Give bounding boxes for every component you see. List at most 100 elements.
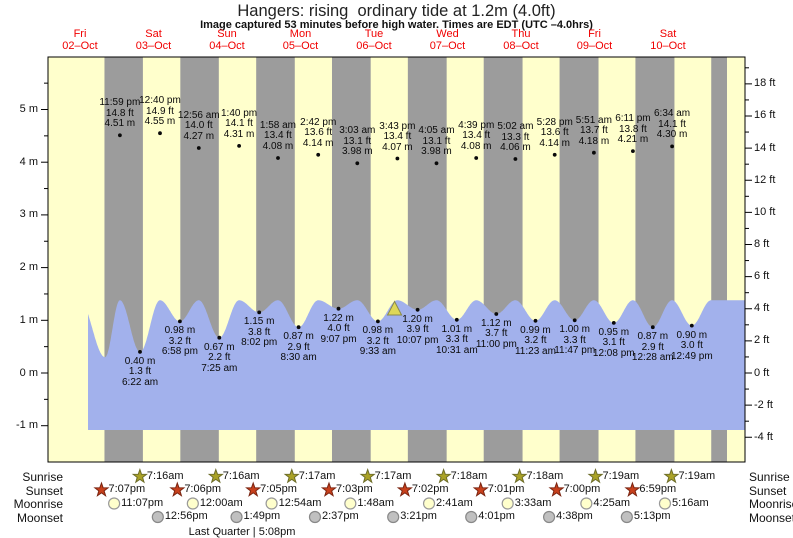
moonrise-icon (580, 497, 593, 510)
tide-annotation-line: 13.4 ft (462, 130, 491, 142)
tide-annotation-line: 4.08 m (262, 140, 294, 152)
tide-annotation-low: 0.87 m 2.9 ft 12:28 am (632, 332, 674, 364)
moonrise-icon (658, 497, 672, 510)
tide-annotation-line: 1:40 pm (220, 107, 258, 119)
tide-annotation-line: 2:42 pm (300, 116, 337, 128)
moonset-time: 1:49pm (243, 510, 281, 522)
day-weekday-label: Sun (217, 28, 237, 40)
tide-annotation-low: 0.90 m 3.0 ft 12:49 pm (671, 329, 713, 363)
day-date-label: 08–Oct (503, 39, 539, 52)
moonrise-icon (422, 497, 436, 510)
tide-annotation-line: 4.21 m (617, 134, 649, 146)
tide-annotation-high: 6:11 pm 13.8 ft 4.21 m (615, 114, 650, 146)
tide-annotation-low: 0.40 m 1.3 ft 6:22 am (121, 355, 159, 389)
moonrise-time: 12:00am (199, 496, 243, 509)
moonrise-time: 1:48am (357, 496, 395, 509)
tide-annotation-line: 14.1 ft (225, 118, 253, 130)
tide-annotation-line: 13.1 ft (343, 135, 372, 147)
tide-annotation-line: 13.4 ft (383, 131, 412, 142)
sunset-time: 7:07pm (108, 483, 146, 495)
tide-annotation-line: 5:02 am (497, 121, 534, 133)
day-date-label: 04–Oct (209, 39, 245, 52)
moonrise-row-label-right: Moonrise (749, 497, 793, 511)
tide-annotation-high: 5:02 am 13.3 ft 4.06 m (497, 122, 533, 154)
tide-point (376, 319, 380, 324)
tide-point (631, 149, 635, 154)
sunset-time: 6:59pm (639, 483, 677, 495)
tide-annotation-low: 1.12 m 3.7 ft 11:00 pm (476, 317, 517, 351)
tide-annotation-low: 0.87 m 2.9 ft 8:30 am (281, 332, 317, 364)
moonset-icon (542, 510, 556, 524)
left-axis-label: 1 m (19, 313, 38, 326)
sunset-star-icon (169, 481, 186, 497)
tide-annotation-line: 3.8 ft (248, 326, 271, 338)
tide-annotation-line: 13.1 ft (422, 135, 451, 147)
tide-annotation-line: 10:31 am (435, 344, 478, 356)
sunrise-star-icon (207, 467, 224, 484)
tide-point (592, 150, 596, 155)
tide-annotation-line: 9:07 pm (320, 333, 357, 345)
moonset-time: 4:38pm (556, 510, 593, 522)
tide-annotation-low: 1.01 m 3.3 ft 10:31 am (435, 324, 478, 357)
tide-annotation-high: 12:56 am 14.0 ft 4.27 m (178, 110, 220, 143)
moonrise-icon (265, 497, 278, 510)
tide-point (513, 157, 518, 161)
sunrise-star-icon (359, 467, 376, 484)
tide-annotation-line: 2.9 ft (287, 341, 310, 353)
tide-annotation-line: 14.0 ft (184, 120, 213, 132)
tide-point (336, 306, 341, 311)
moonset-time: 4:01pm (478, 510, 515, 522)
tide-annotation-line: 0.95 m (598, 326, 630, 338)
tide-annotation-line: 12:08 pm (592, 347, 635, 359)
tide-annotation-line: 0.40 m (124, 355, 156, 367)
sunset-star-icon (624, 481, 641, 497)
moonset-time: 5:13pm (633, 510, 671, 522)
right-axis-label: 12 ft (754, 173, 776, 186)
moonrise-time: 5:16am (671, 496, 709, 509)
tide-annotation-low: 0.98 m 3.2 ft 9:33 am (360, 326, 396, 358)
right-axis-label: 4 ft (754, 302, 770, 315)
moon-phase-text: Last Quarter | 5:08pm (188, 526, 296, 538)
tide-annotation-line: 4.31 m (223, 128, 255, 140)
moonrise-time: 12:54am (278, 496, 322, 509)
day-weekday-label: Wed (436, 28, 459, 40)
moonset-icon (151, 510, 164, 524)
tide-annotation-high: 1:58 am 13.4 ft 4.08 m (260, 120, 296, 153)
tide-annotation-line: 13.6 ft (304, 127, 333, 139)
tide-annotation-high: 11:59 pm 14.8 ft 4.51 m (99, 98, 140, 130)
tide-annotation-line: 11:47 pm (554, 345, 596, 357)
moonrise-time: 3:33am (514, 496, 552, 509)
moonrise-icon (108, 497, 121, 510)
tide-annotation-line: 3.98 m (341, 146, 373, 158)
tide-point (138, 350, 142, 354)
tide-point (355, 161, 360, 166)
sunset-time: 7:05pm (260, 483, 297, 495)
sunset-star-icon (472, 481, 489, 497)
sunset-time: 7:00pm (563, 483, 601, 495)
sunrise-time: 7:17am (298, 469, 336, 482)
moonset-time: 2:37pm (321, 510, 359, 522)
tide-annotation-line: 8:30 am (280, 352, 317, 364)
tide-annotation-low: 1.00 m 3.3 ft 11:47 pm (554, 325, 595, 357)
sunrise-star-icon (511, 467, 528, 484)
right-axis-label: 16 ft (754, 109, 776, 122)
moonset-row-label-left: Moonset (16, 510, 63, 525)
tide-annotation-line: 4.30 m (656, 129, 688, 141)
chart-title: Hangers: rising ordinary tide at 1.2m (4… (237, 2, 556, 20)
tide-annotation-line: 6:22 am (121, 376, 159, 388)
tide-annotation-line: 13.4 ft (264, 130, 292, 142)
tide-annotation-line: 11:59 pm (99, 97, 141, 109)
tide-annotation-high: 4:39 pm 13.4 ft 4.08 m (458, 120, 494, 153)
capture-time-marker-icon (386, 300, 403, 316)
plot-frame (47, 56, 746, 463)
tide-annotation-line: 5:28 pm (536, 116, 573, 128)
right-axis-label: -4 ft (754, 430, 773, 443)
tide-point (552, 152, 557, 157)
tide-annotation-high: 4:05 am 13.1 ft 3.98 m (418, 126, 454, 158)
tide-annotation-line: 1.12 m (481, 317, 512, 329)
tide-annotation-line: 3.0 ft (680, 340, 703, 352)
tide-annotation-line: 13.7 ft (579, 125, 608, 137)
tide-annotation-line: 0.90 m (676, 329, 708, 341)
tide-annotation-high: 5:51 am 13.7 ft 4.18 m (576, 115, 612, 148)
tide-annotation-line: 4.51 m (104, 118, 136, 130)
